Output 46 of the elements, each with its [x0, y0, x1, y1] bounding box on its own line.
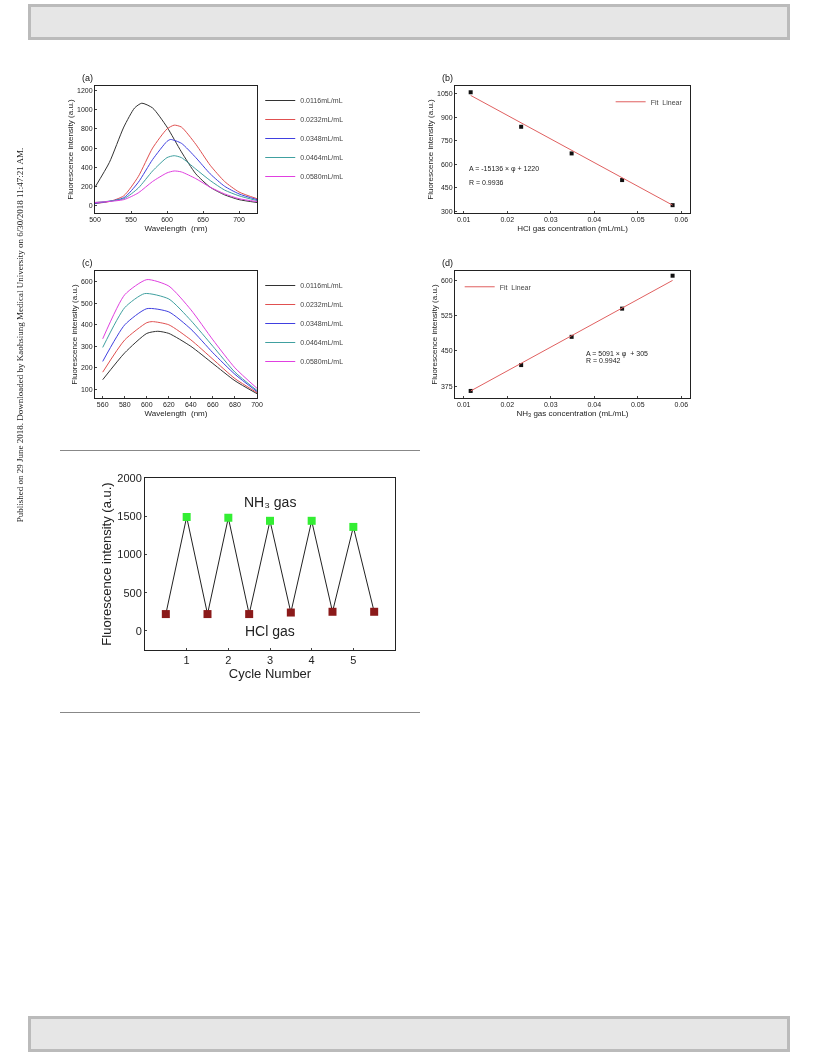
point [349, 522, 358, 531]
chart-title: (a) [82, 73, 93, 83]
y-axis-title: Fluorescence intensity (a.u.) [425, 98, 435, 200]
x-tick-label: 4 [308, 654, 315, 667]
y-tick-label: 1500 [117, 510, 142, 523]
point [245, 610, 254, 619]
y-tick-label: 0 [135, 624, 142, 637]
y-tick-label: 2000 [117, 471, 142, 484]
line-series [102, 307, 257, 393]
point [182, 512, 191, 521]
text: Published on 29 June 2018. Downloaded by Kaohsiung Medical University on 6/30/2018 11:47:21 AM. [15, 146, 25, 525]
x-tick-label: 3 [266, 654, 274, 667]
point [307, 516, 316, 525]
point [670, 273, 675, 278]
y-tick-label: 500 [123, 586, 142, 599]
line-series [95, 138, 257, 204]
y-tick-label: 1000 [117, 548, 142, 561]
y-axis-title: Fluorescence intensity (a.u.) [69, 283, 79, 385]
y-axis-title: Fluorescence intensity (a.u.) [65, 98, 75, 200]
point [328, 607, 337, 616]
point [519, 124, 524, 129]
x-tick-label: 1 [183, 654, 190, 667]
annotation: NH₃ gas [244, 494, 297, 510]
point [370, 607, 379, 616]
x-axis-title: Cycle Number [228, 666, 312, 682]
y-axis-title: Fluorescence intensity (a.u.) [429, 283, 439, 385]
point [468, 90, 473, 95]
annotation: HCl gas [245, 623, 295, 639]
point [569, 151, 574, 156]
y-axis-title: Fluorescence intensity (a.u.) [99, 482, 115, 646]
point [224, 513, 233, 522]
line-series [95, 102, 257, 203]
x-tick-label: 2 [225, 654, 232, 667]
chart-title: (d) [442, 258, 453, 268]
chart-title: (c) [82, 258, 93, 268]
x-axis-title: Wavelength (nm) [144, 223, 208, 233]
chart-title: (b) [442, 73, 453, 83]
point [286, 608, 295, 617]
x-tick-label: 5 [350, 654, 357, 667]
x-axis-title: Wavelength (nm) [144, 408, 208, 418]
point [266, 516, 274, 525]
point [203, 610, 212, 619]
x-axis-title: HCl gas concentration (mL/mL) [517, 223, 629, 233]
x-axis-title: NH$_{3}$ gas concentration (mL/mL) [516, 408, 629, 419]
line-series [95, 170, 257, 203]
point [161, 610, 170, 619]
